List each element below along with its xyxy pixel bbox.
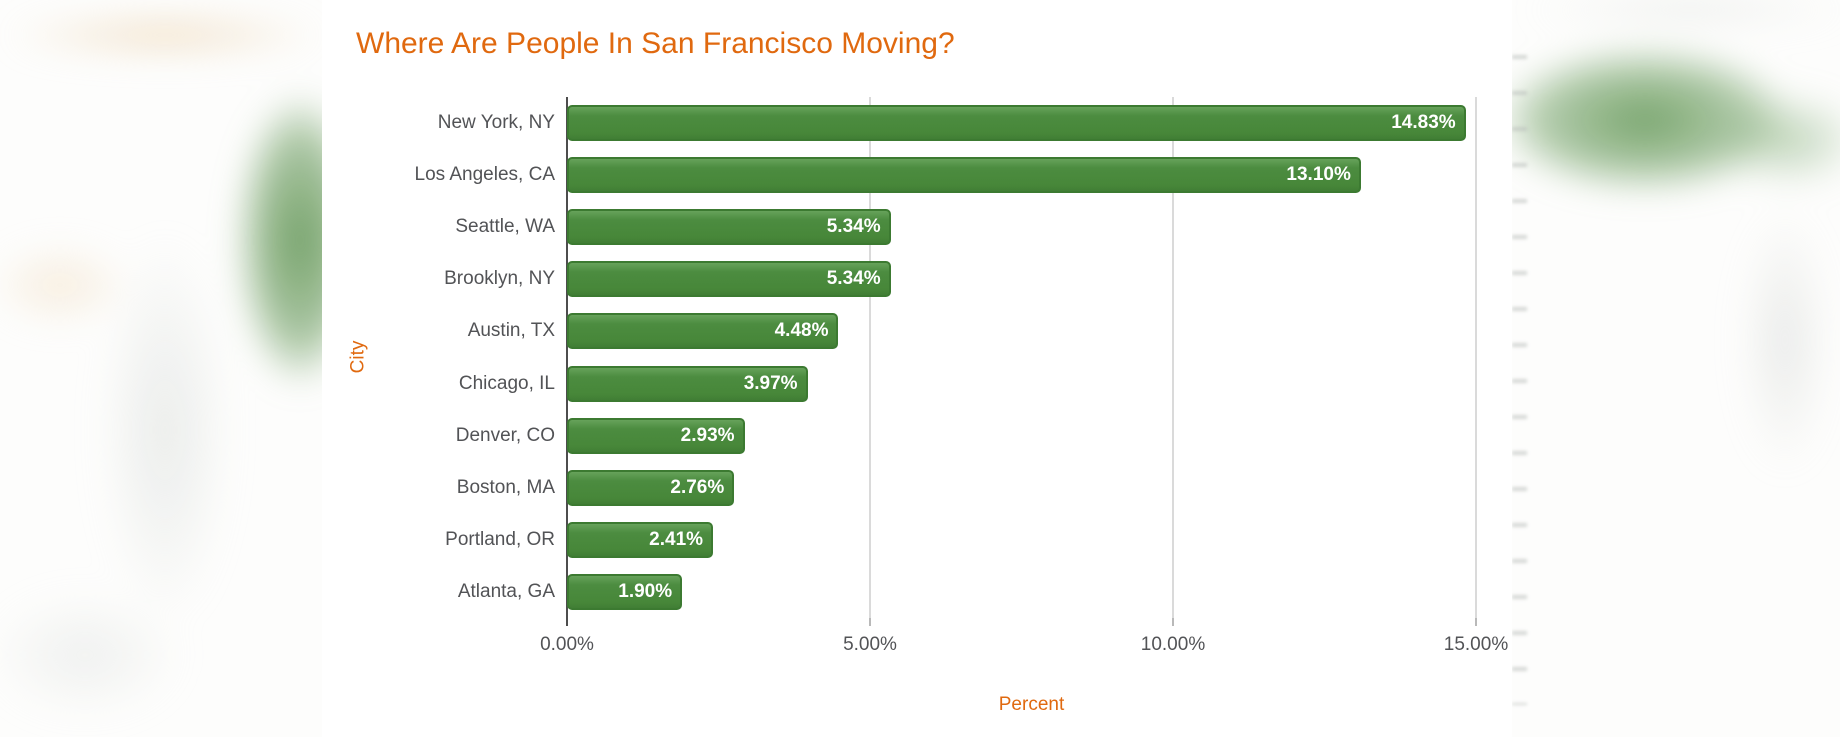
x-gridline: [1172, 97, 1174, 618]
bar-value-label: 2.41%: [649, 528, 704, 550]
bar: 2.93%: [567, 417, 745, 454]
category-label: Los Angeles, CA: [414, 164, 555, 186]
bar-value-label: 14.83%: [1391, 112, 1456, 134]
category-label: Austin, TX: [467, 320, 555, 342]
blurred-tick-dashes: [1512, 55, 1527, 705]
x-tick-mark: [566, 618, 568, 626]
bar: 5.34%: [567, 209, 891, 246]
x-axis-title: Percent: [998, 694, 1065, 715]
category-label: Atlanta, GA: [457, 580, 555, 602]
category-label: Brooklyn, NY: [444, 268, 555, 290]
category-label: Seattle, WA: [455, 216, 555, 238]
bar-value-label: 2.76%: [670, 476, 725, 498]
bar-value-label: 1.90%: [618, 580, 673, 602]
category-label: Boston, MA: [456, 476, 555, 498]
bar-value-label: 4.48%: [774, 320, 829, 342]
bar-value-label: 13.10%: [1286, 164, 1351, 186]
x-gridline: [869, 97, 871, 618]
bar: 2.76%: [567, 469, 735, 506]
x-tick-label: 0.00%: [540, 634, 594, 655]
category-label: New York, NY: [437, 112, 555, 134]
bar-value-label: 3.97%: [743, 372, 798, 394]
x-tick-label: 15.00%: [1443, 634, 1509, 655]
bar-value-label: 5.34%: [826, 268, 881, 290]
bar: 1.90%: [567, 573, 683, 610]
x-tick-label: 5.00%: [843, 634, 897, 655]
bar: 5.34%: [567, 261, 891, 298]
y-axis-line: [566, 97, 568, 618]
chart-title: Where Are People In San Francisco Moving…: [356, 27, 955, 60]
bar-value-label: 5.34%: [826, 216, 881, 238]
bar: 13.10%: [567, 157, 1361, 194]
category-label: Chicago, IL: [458, 372, 555, 394]
x-gridline: [1475, 97, 1477, 618]
bar: 2.41%: [567, 521, 714, 558]
bar: 3.97%: [567, 365, 808, 402]
category-label: Denver, CO: [455, 424, 555, 446]
chart-card: Where Are People In San Francisco Moving…: [322, 0, 1512, 737]
x-tick-mark: [869, 618, 871, 626]
plot-area: Percent 0.00% 5.00% 10.00% 15.00% New York, …: [415, 97, 1508, 715]
x-tick-mark: [1172, 618, 1174, 626]
x-tick-mark: [1475, 618, 1477, 626]
bar: 14.83%: [567, 105, 1466, 142]
x-tick-label: 10.00%: [1140, 634, 1206, 655]
y-axis-title: City: [347, 340, 369, 374]
category-label: Portland, OR: [445, 528, 555, 550]
bar: 4.48%: [567, 313, 839, 350]
bar-value-label: 2.93%: [680, 424, 735, 446]
